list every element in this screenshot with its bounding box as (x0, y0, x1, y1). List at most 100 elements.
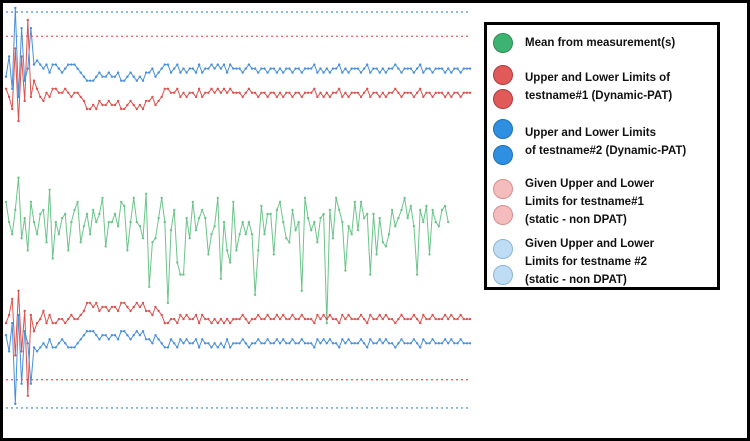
legend-swatch (493, 119, 515, 165)
data-point-dpat1_upper (369, 95, 372, 99)
data-point-dpat2_lower (282, 338, 285, 341)
data-point-mean (126, 249, 129, 252)
data-point-dpat2_upper (135, 79, 138, 82)
data-point-dpat2_upper (110, 75, 114, 78)
data-point-dpat2_lower (369, 338, 372, 341)
data-point-dpat1_upper (67, 91, 70, 95)
data-point-dpat2_lower (412, 338, 416, 341)
data-point-dpat1_upper (316, 95, 319, 99)
data-point-dpat1_lower (244, 317, 247, 321)
data-point-dpat1_upper (17, 119, 20, 123)
data-point-dpat1_upper (257, 95, 260, 99)
data-point-dpat2_lower (468, 342, 472, 345)
data-point-dpat1_upper (135, 107, 138, 111)
legend-swatch (493, 239, 515, 285)
data-point-dpat2_lower (160, 342, 163, 345)
data-point-dpat2_lower (4, 334, 8, 337)
data-point-dpat1_upper (306, 91, 310, 95)
data-point-dpat1_upper (210, 87, 213, 91)
data-point-mean (154, 237, 157, 240)
data-point-mean (141, 237, 145, 240)
data-point-dpat2_upper (51, 63, 54, 66)
data-point-mean (4, 200, 8, 204)
legend-item-dpat2: Upper and Lower Limits of testname#2 (Dy… (493, 119, 686, 165)
data-point-mean (447, 220, 450, 224)
data-point-dpat1_upper (328, 95, 332, 99)
data-point-dpat2_upper (381, 67, 384, 70)
data-point-dpat2_lower (120, 330, 123, 333)
data-point-dpat2_upper (294, 67, 297, 70)
data-point-dpat1_upper (207, 91, 210, 95)
data-point-dpat2_lower (107, 338, 111, 341)
data-point-dpat2_lower (359, 338, 363, 341)
data-point-dpat2_lower (95, 334, 98, 337)
data-point-dpat1_lower (110, 305, 114, 309)
data-point-mean (182, 273, 185, 276)
data-point-dpat1_lower (310, 317, 313, 321)
data-point-dpat1_lower (313, 321, 316, 325)
data-point-dpat1_upper (288, 91, 291, 95)
data-point-dpat1_lower (443, 313, 447, 317)
data-point-mean (73, 208, 76, 212)
legend-label: Given Upper and Lower Limits for testnam… (525, 238, 655, 286)
legend-item-dpat1: Upper and Lower Limits of testname#1 (Dy… (493, 65, 672, 109)
data-point-dpat2_upper (372, 67, 375, 70)
data-point-dpat1_lower (415, 317, 419, 321)
data-point-dpat1_upper (459, 95, 462, 99)
data-point-dpat1_lower (369, 313, 372, 317)
data-point-dpat1_lower (384, 313, 388, 317)
data-point-mean (434, 220, 437, 224)
data-point-dpat2_lower (188, 342, 191, 345)
data-point-dpat1_lower (400, 313, 403, 317)
data-point-dpat1_upper (151, 95, 154, 99)
data-point-dpat2_lower (400, 338, 403, 341)
data-point-dpat1_upper (225, 91, 229, 95)
data-point-mean (422, 220, 425, 224)
data-point-dpat2_lower (210, 346, 213, 349)
data-point-dpat1_lower (238, 317, 241, 321)
data-point-mean (151, 241, 154, 244)
data-point-dpat1_upper (144, 99, 148, 103)
data-point-dpat1_lower (182, 317, 185, 321)
data-point-dpat2_lower (73, 346, 76, 349)
data-point-mean (17, 176, 20, 179)
data-point-dpat1_lower (154, 305, 157, 309)
data-point-dpat1_lower (419, 321, 422, 325)
data-point-dpat1_lower (173, 317, 176, 321)
data-point-dpat1_lower (272, 317, 275, 321)
data-point-dpat1_lower (344, 317, 347, 321)
data-point-mean (79, 241, 82, 244)
data-point-dpat2_lower (465, 342, 469, 345)
data-point-dpat1_upper (434, 91, 437, 95)
data-point-dpat2_upper (288, 67, 291, 70)
data-point-dpat2_lower (48, 338, 51, 341)
data-point-dpat2_upper (456, 67, 459, 70)
data-point-mean (266, 212, 269, 216)
data-point-mean (440, 208, 444, 212)
data-point-dpat1_lower (151, 313, 154, 317)
data-point-dpat2_lower (163, 346, 166, 349)
data-point-dpat2_upper (428, 67, 431, 70)
data-point-dpat2_upper (322, 71, 325, 74)
data-point-dpat2_lower (300, 338, 303, 341)
data-point-dpat1_upper (213, 91, 216, 95)
data-point-dpat1_upper (428, 91, 431, 95)
data-point-dpat1_lower (303, 317, 307, 321)
data-point-dpat2_lower (17, 313, 20, 317)
data-point-dpat1_lower (409, 317, 412, 321)
data-point-dpat1_lower (428, 317, 431, 321)
data-point-mean (384, 245, 388, 248)
data-point-dpat1_upper (232, 91, 235, 95)
data-point-dpat1_lower (291, 313, 294, 317)
data-point-dpat1_upper (247, 87, 251, 91)
data-point-dpat2_upper (92, 79, 95, 82)
data-point-dpat2_lower (201, 338, 204, 341)
data-point-dpat2_upper (79, 71, 82, 74)
data-point-dpat2_upper (378, 71, 381, 74)
data-point-dpat2_lower (229, 346, 232, 349)
data-point-dpat2_upper (303, 67, 307, 70)
data-point-dpat1_upper (394, 87, 397, 91)
series-line-dpat2_lower (5, 314, 470, 404)
data-point-dpat2_upper (85, 79, 89, 82)
data-point-dpat2_upper (222, 63, 226, 66)
